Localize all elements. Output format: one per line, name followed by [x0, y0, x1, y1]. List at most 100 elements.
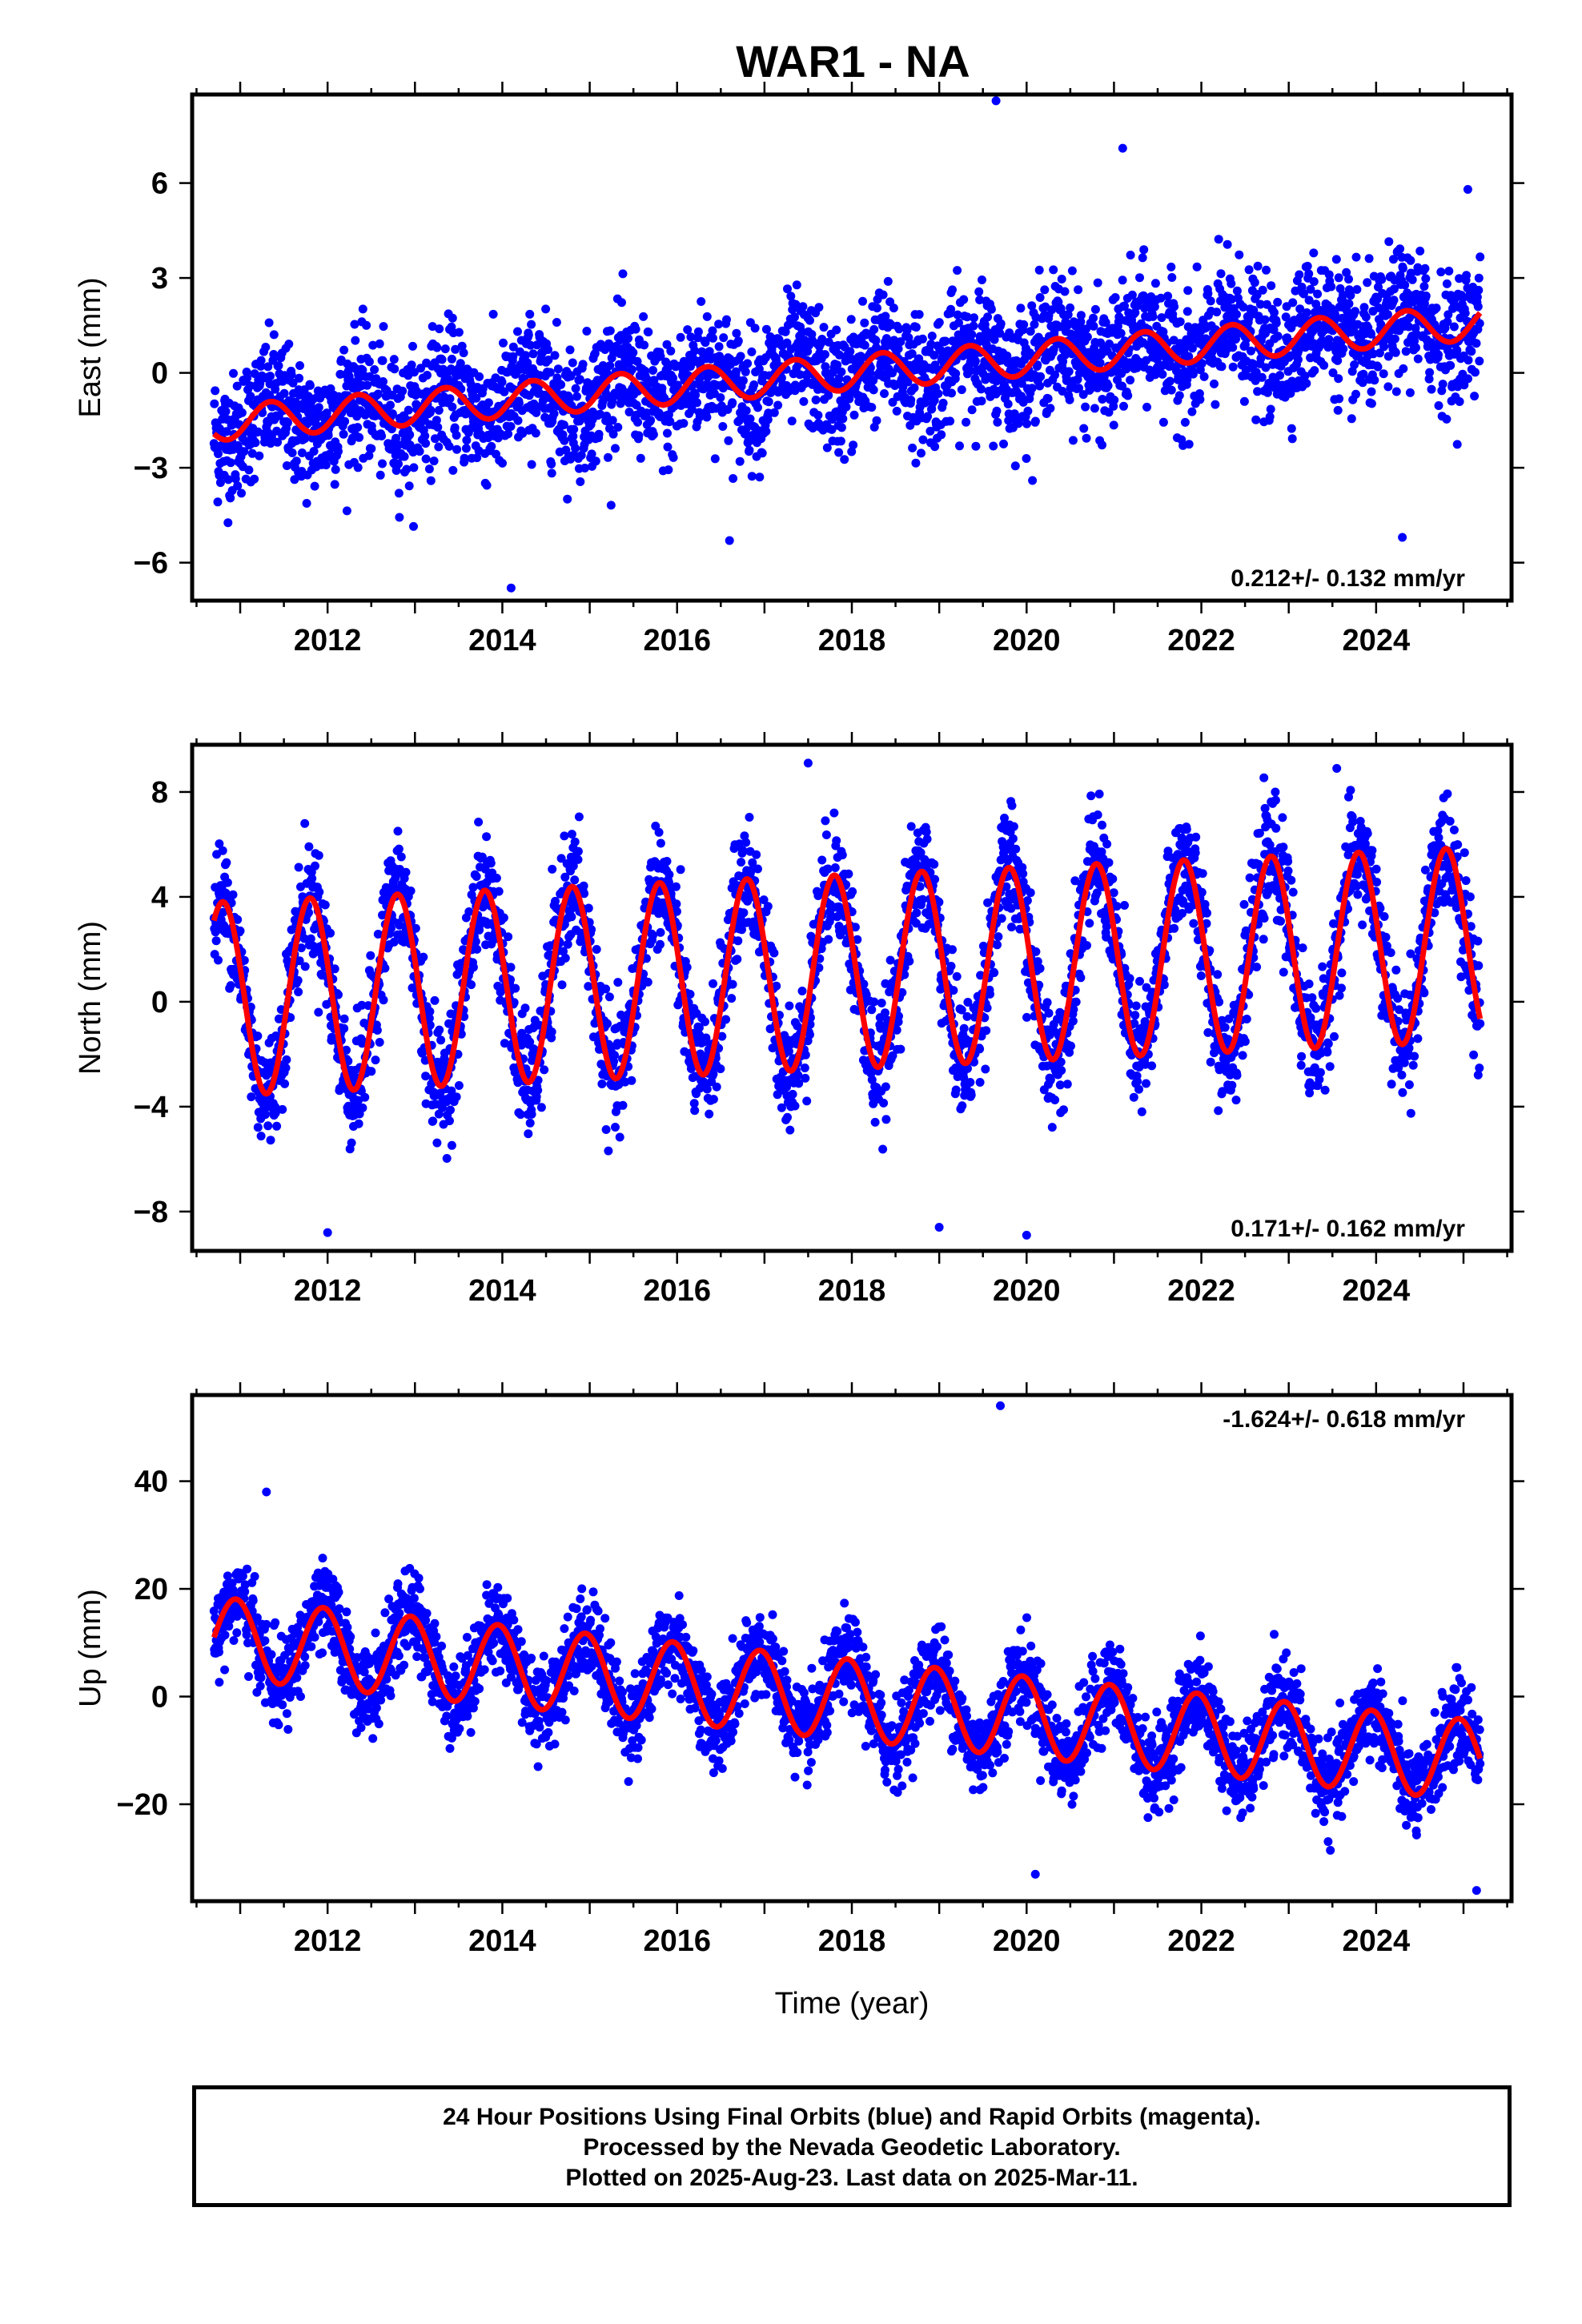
- data-point: [571, 444, 580, 453]
- data-point: [1452, 440, 1462, 449]
- data-point: [671, 882, 681, 891]
- data-point: [1212, 308, 1222, 317]
- data-point: [279, 388, 289, 398]
- data-point: [769, 408, 779, 417]
- data-point: [524, 330, 533, 340]
- data-point: [309, 447, 319, 456]
- data-point: [314, 403, 323, 412]
- data-point: [1089, 321, 1098, 331]
- data-point: [761, 427, 771, 436]
- data-point: [1444, 267, 1454, 275]
- data-point: [218, 846, 227, 855]
- data-point: [523, 358, 532, 368]
- data-point: [1166, 385, 1176, 395]
- data-point: [445, 394, 455, 404]
- data-point: [1098, 395, 1107, 404]
- data-point: [785, 1001, 794, 1011]
- data-point: [431, 434, 440, 444]
- data-point: [1352, 285, 1362, 294]
- data-point: [459, 348, 468, 358]
- data-point: [391, 433, 401, 443]
- data-point: [716, 1064, 725, 1074]
- data-point: [954, 318, 963, 328]
- data-point: [452, 431, 461, 440]
- data-point: [394, 459, 403, 468]
- data-point: [442, 1154, 452, 1163]
- data-point: [1232, 310, 1241, 319]
- data-point: [1199, 372, 1209, 381]
- data-point: [934, 318, 944, 328]
- data-point: [448, 313, 457, 323]
- data-point: [1035, 381, 1045, 391]
- data-point: [281, 1063, 291, 1072]
- data-point: [591, 456, 600, 466]
- data-point: [540, 1065, 549, 1075]
- data-point: [665, 870, 674, 879]
- data-point: [1367, 399, 1376, 408]
- data-point: [686, 332, 696, 342]
- data-point: [432, 343, 442, 352]
- data-point: [948, 285, 957, 295]
- data-point: [358, 304, 367, 314]
- data-points: [209, 758, 1485, 1240]
- data-point: [1082, 433, 1091, 443]
- data-point: [506, 422, 516, 431]
- data-point: [400, 452, 409, 461]
- data-point: [311, 861, 319, 870]
- data-point: [1425, 368, 1435, 377]
- data-point: [1344, 299, 1354, 308]
- data-point: [905, 420, 915, 430]
- data-point: [1023, 406, 1033, 416]
- data-point: [1415, 247, 1425, 255]
- data-point: [871, 336, 881, 345]
- data-point: [1043, 394, 1053, 404]
- data-point: [436, 1035, 446, 1045]
- data-point: [435, 324, 444, 334]
- data-point: [486, 858, 496, 868]
- data-point: [604, 992, 614, 1002]
- data-point: [860, 340, 869, 350]
- data-point: [1379, 369, 1388, 379]
- data-point: [339, 429, 348, 439]
- data-point: [364, 357, 374, 367]
- data-point: [741, 406, 751, 416]
- data-point: [962, 312, 972, 322]
- data-point: [445, 1116, 454, 1126]
- data-point: [434, 442, 444, 452]
- data-point: [472, 453, 482, 463]
- data-point: [587, 449, 596, 459]
- data-point: [1368, 349, 1378, 359]
- data-point: [231, 474, 240, 484]
- data-point: [977, 396, 986, 406]
- data-point: [482, 832, 492, 842]
- data-point: [1405, 388, 1415, 397]
- data-point: [525, 1118, 535, 1128]
- data-point: [693, 327, 703, 336]
- data-point: [662, 340, 672, 349]
- data-point: [239, 447, 249, 456]
- data-point: [947, 388, 956, 398]
- data-point: [782, 338, 792, 348]
- data-point: [1370, 376, 1379, 385]
- data-point: [1375, 348, 1384, 358]
- data-point: [580, 464, 589, 472]
- data-point: [582, 327, 592, 336]
- data-point: [728, 979, 737, 989]
- data-point: [613, 423, 623, 432]
- data-point: [937, 430, 946, 440]
- data-point: [256, 1132, 266, 1141]
- data-point: [566, 372, 576, 381]
- data-point: [930, 396, 939, 405]
- data-point: [550, 351, 560, 360]
- data-point: [1262, 265, 1271, 275]
- data-point: [708, 326, 717, 336]
- data-point: [419, 952, 428, 962]
- data-point: [745, 414, 755, 424]
- data-point: [416, 364, 425, 373]
- data-point: [1206, 296, 1215, 306]
- data-point: [1438, 380, 1447, 389]
- data-point: [1062, 376, 1071, 385]
- data-point: [1251, 368, 1261, 377]
- data-point: [1475, 319, 1484, 328]
- data-point: [492, 874, 501, 883]
